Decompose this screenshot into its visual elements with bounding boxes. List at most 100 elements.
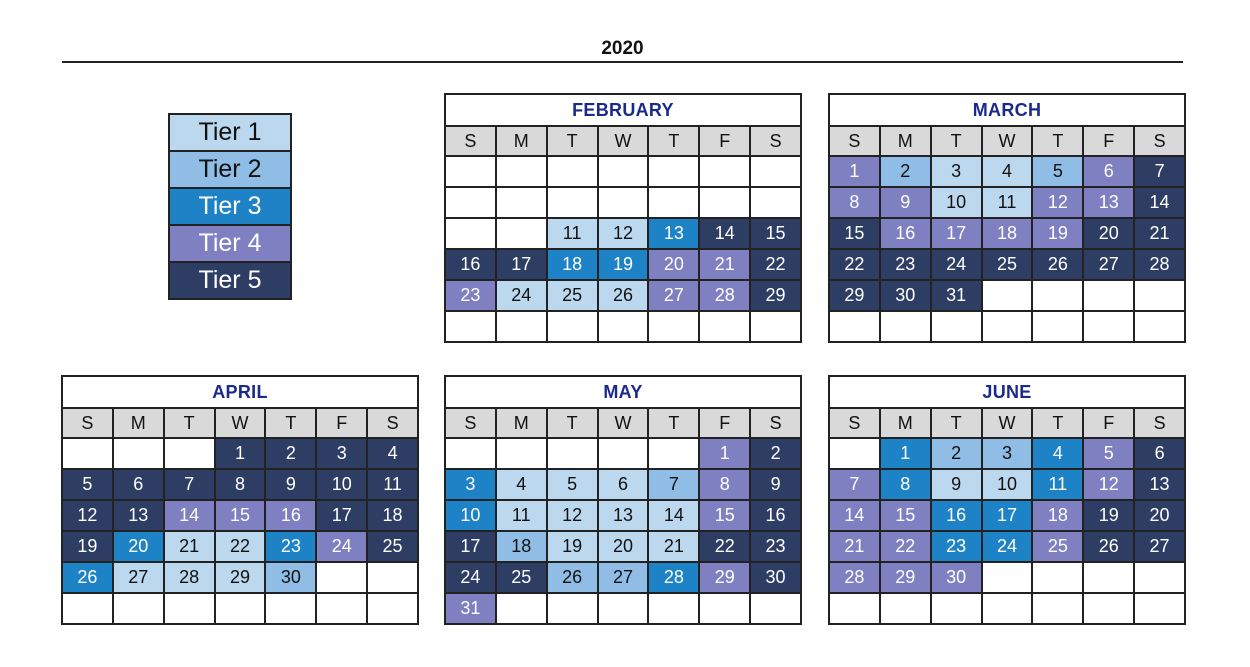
empty-day-cell xyxy=(982,281,1032,310)
day-cell: 23 xyxy=(446,281,495,310)
empty-day-cell xyxy=(982,312,1032,341)
day-cell: 17 xyxy=(931,219,981,248)
day-cell: 24 xyxy=(317,532,367,561)
day-cell: 6 xyxy=(113,470,163,499)
day-cell: 2 xyxy=(931,439,981,468)
year-title: 2020 xyxy=(601,38,644,59)
day-cell: 7 xyxy=(164,470,214,499)
weekday-header: M xyxy=(113,409,163,437)
empty-day-cell xyxy=(368,594,417,623)
day-cell: 22 xyxy=(751,250,800,279)
day-cell: 13 xyxy=(1135,470,1184,499)
day-cell: 15 xyxy=(830,219,879,248)
day-cell: 26 xyxy=(1033,250,1083,279)
weekday-header: W xyxy=(215,409,265,437)
day-cell: 29 xyxy=(215,563,265,592)
empty-day-cell xyxy=(547,188,597,217)
month-title: MAY xyxy=(446,377,800,407)
empty-day-cell xyxy=(547,594,597,623)
weekday-header: T xyxy=(1033,409,1083,437)
day-cell: 9 xyxy=(931,470,981,499)
weekday-header: M xyxy=(496,127,546,155)
month-title: FEBRUARY xyxy=(446,95,800,125)
legend-tier-2: Tier 2 xyxy=(170,150,290,187)
empty-day-cell xyxy=(63,439,112,468)
day-cell: 25 xyxy=(982,250,1032,279)
day-cell: 20 xyxy=(1084,219,1134,248)
empty-day-cell xyxy=(215,594,265,623)
day-cell: 21 xyxy=(830,532,879,561)
month-title: JUNE xyxy=(830,377,1184,407)
day-cell: 4 xyxy=(368,439,417,468)
day-cell: 29 xyxy=(880,563,930,592)
day-cell: 19 xyxy=(1084,501,1134,530)
empty-day-cell xyxy=(1135,312,1184,341)
empty-day-cell xyxy=(164,594,214,623)
weekday-header: S xyxy=(446,409,495,437)
empty-day-cell xyxy=(931,594,981,623)
day-cell: 29 xyxy=(751,281,800,310)
empty-day-cell xyxy=(598,157,648,186)
calendar-february: FEBRUARY S M T W T F S 11 12 13 14 15 16 17 18 19 20 21 22… xyxy=(444,93,802,343)
day-cell: 25 xyxy=(547,281,597,310)
day-cell: 27 xyxy=(113,563,163,592)
tier-legend: Tier 1 Tier 2 Tier 3 Tier 4 Tier 5 xyxy=(168,113,292,300)
day-cell: 31 xyxy=(446,594,495,623)
empty-day-cell xyxy=(982,563,1032,592)
weekday-header: W xyxy=(982,409,1032,437)
weekday-header: T xyxy=(164,409,214,437)
day-cell: 21 xyxy=(164,532,214,561)
day-cell: 1 xyxy=(700,439,750,468)
day-cell: 11 xyxy=(1033,470,1083,499)
day-cell: 19 xyxy=(547,532,597,561)
day-cell: 22 xyxy=(830,250,879,279)
day-cell: 1 xyxy=(880,439,930,468)
day-cell: 3 xyxy=(982,439,1032,468)
empty-day-cell xyxy=(1033,563,1083,592)
day-cell: 21 xyxy=(649,532,699,561)
empty-day-cell xyxy=(1135,594,1184,623)
day-cell: 7 xyxy=(649,470,699,499)
empty-day-cell xyxy=(547,312,597,341)
day-cell: 1 xyxy=(830,157,879,186)
empty-day-cell xyxy=(598,439,648,468)
empty-day-cell xyxy=(496,312,546,341)
day-cell: 6 xyxy=(1135,439,1184,468)
month-grid: S M T W T F S 11 12 13 14 15 16 17 18 19 20 21 22 23 24 25 26 2… xyxy=(446,125,800,341)
day-cell: 10 xyxy=(317,470,367,499)
day-cell: 14 xyxy=(830,501,879,530)
day-cell: 15 xyxy=(751,219,800,248)
empty-day-cell xyxy=(446,312,495,341)
day-cell: 17 xyxy=(317,501,367,530)
legend-tier-3: Tier 3 xyxy=(170,187,290,224)
day-cell: 26 xyxy=(1084,532,1134,561)
empty-day-cell xyxy=(700,157,750,186)
month-title: APRIL xyxy=(63,377,417,407)
day-cell: 3 xyxy=(446,470,495,499)
day-cell: 5 xyxy=(1084,439,1134,468)
empty-day-cell xyxy=(700,594,750,623)
empty-day-cell xyxy=(982,594,1032,623)
day-cell: 19 xyxy=(598,250,648,279)
day-cell: 6 xyxy=(1084,157,1134,186)
weekday-header: S xyxy=(830,409,879,437)
empty-day-cell xyxy=(317,594,367,623)
day-cell: 16 xyxy=(446,250,495,279)
day-cell: 29 xyxy=(830,281,879,310)
day-cell: 18 xyxy=(368,501,417,530)
day-cell: 20 xyxy=(113,532,163,561)
empty-day-cell xyxy=(496,157,546,186)
day-cell: 30 xyxy=(751,563,800,592)
legend-tier-5: Tier 5 xyxy=(170,261,290,298)
empty-day-cell xyxy=(830,439,879,468)
day-cell: 6 xyxy=(598,470,648,499)
day-cell: 22 xyxy=(880,532,930,561)
empty-day-cell xyxy=(1135,563,1184,592)
weekday-header: T xyxy=(931,127,981,155)
day-cell: 27 xyxy=(598,563,648,592)
empty-day-cell xyxy=(598,312,648,341)
day-cell: 22 xyxy=(700,532,750,561)
day-cell: 5 xyxy=(547,470,597,499)
day-cell: 9 xyxy=(880,188,930,217)
day-cell: 10 xyxy=(931,188,981,217)
